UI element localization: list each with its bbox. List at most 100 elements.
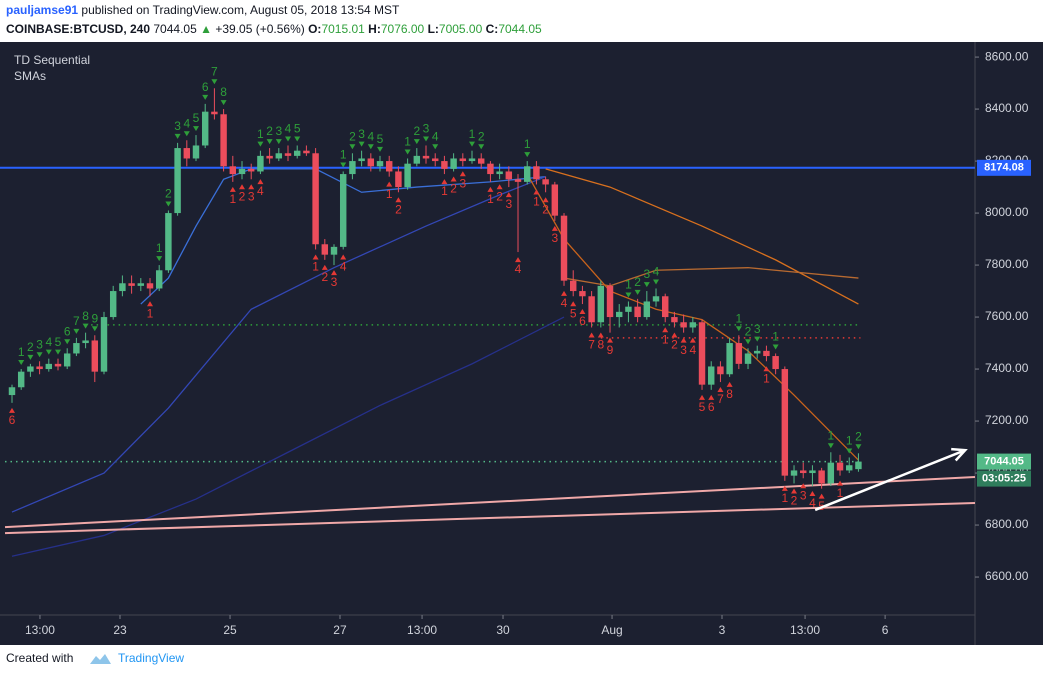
candle-body	[358, 158, 365, 162]
price-label: 7044.05	[984, 456, 1024, 468]
td-up-marker	[469, 141, 476, 147]
td-up-count: 4	[45, 335, 52, 349]
candle-body	[551, 184, 559, 216]
td-up-count: 5	[294, 122, 301, 136]
candle-body	[128, 283, 135, 286]
td-up-marker	[91, 326, 98, 332]
footer-text: Created with	[6, 651, 73, 665]
td-up-marker	[193, 126, 200, 132]
candle-body	[36, 366, 43, 370]
td-up-marker	[285, 136, 292, 142]
td-down-marker	[487, 186, 494, 192]
y-tick-label: 6600.00	[985, 569, 1029, 583]
trend-line	[4, 501, 976, 535]
td-down-marker	[312, 254, 319, 260]
td-up-marker	[257, 141, 264, 147]
td-down-count: 1	[763, 371, 770, 385]
td-down-marker	[551, 225, 558, 231]
td-up-count: 4	[432, 129, 439, 143]
candle-body	[597, 285, 605, 323]
td-up-marker	[211, 79, 218, 85]
change: +39.05 (+0.56%)	[215, 22, 304, 36]
td-down-count: 1	[662, 332, 669, 346]
x-tick-label: 6	[882, 623, 889, 637]
td-down-marker	[597, 332, 604, 338]
td-up-marker	[220, 100, 227, 106]
sma-line	[545, 168, 859, 305]
candle-body	[441, 161, 448, 169]
td-up-count: 1	[156, 241, 163, 255]
td-up-count: 2	[745, 324, 752, 338]
td-down-count: 2	[395, 202, 402, 216]
td-up-count: 1	[846, 434, 853, 448]
td-down-marker	[763, 366, 770, 372]
td-up-marker	[478, 144, 485, 150]
td-up-count: 3	[275, 124, 282, 138]
td-down-marker	[662, 327, 669, 333]
td-up-marker	[772, 344, 779, 350]
sma-line	[140, 168, 546, 305]
candle-body	[109, 291, 117, 318]
y-tick-label: 8000.00	[985, 205, 1029, 219]
td-up-marker	[18, 360, 25, 366]
candle-body	[809, 470, 816, 474]
td-down-marker	[689, 337, 696, 343]
td-down-count: 7	[588, 338, 595, 352]
legend-item: TD Sequential	[14, 53, 90, 67]
candle-body	[63, 353, 71, 367]
candle-body	[119, 283, 126, 292]
y-tick-label: 7200.00	[985, 413, 1029, 427]
sma-line	[11, 176, 546, 513]
candle-body	[192, 145, 200, 159]
x-tick-label: 3	[719, 623, 726, 637]
candle-body	[395, 171, 402, 188]
td-up-marker	[413, 139, 420, 145]
td-down-marker	[248, 184, 255, 190]
td-down-count: 6	[708, 400, 715, 414]
td-down-count: 3	[505, 197, 512, 211]
td-down-marker	[515, 257, 522, 263]
td-down-count: 1	[386, 187, 393, 201]
td-up-marker	[404, 149, 411, 155]
td-up-marker	[827, 443, 834, 449]
td-up-count: 2	[27, 340, 34, 354]
candle-body	[91, 340, 99, 372]
td-down-marker	[441, 179, 448, 185]
candle-body	[339, 174, 347, 247]
td-up-count: 6	[64, 324, 71, 338]
td-up-marker	[27, 354, 34, 360]
td-up-count: 2	[634, 275, 641, 289]
candle-body	[201, 111, 209, 146]
y-tick-label: 6800.00	[985, 517, 1029, 531]
td-down-count: 4	[257, 184, 264, 198]
header-line: pauljamse91 published on TradingView.com…	[6, 3, 400, 17]
td-up-marker	[367, 144, 374, 150]
td-down-marker	[450, 176, 457, 182]
candle-body	[422, 155, 430, 159]
candle-body	[349, 161, 356, 175]
candle-body	[781, 369, 789, 476]
candle-body	[376, 161, 384, 167]
countdown-bg	[977, 470, 1031, 487]
td-up-marker	[54, 349, 61, 355]
td-down-count: 3	[680, 343, 687, 357]
candle-body	[367, 158, 375, 167]
author[interactable]: pauljamse91	[6, 3, 78, 17]
td-up-marker	[266, 139, 273, 145]
candle-body	[450, 158, 457, 169]
footer-brand[interactable]: TradingView	[118, 651, 184, 665]
td-up-marker	[735, 326, 742, 332]
td-up-marker	[423, 136, 430, 142]
candle-body	[330, 246, 338, 255]
td-down-marker	[386, 181, 393, 187]
td-up-marker	[294, 136, 301, 142]
td-down-count: 4	[809, 496, 816, 510]
candle-body	[385, 161, 393, 172]
candle-body	[165, 213, 172, 271]
legend-item: SMAs	[14, 69, 46, 83]
td-down-marker	[791, 488, 798, 494]
candle-body	[459, 158, 467, 162]
td-up-marker	[377, 146, 384, 152]
symbol: COINBASE:BTCUSD, 240	[6, 22, 150, 36]
